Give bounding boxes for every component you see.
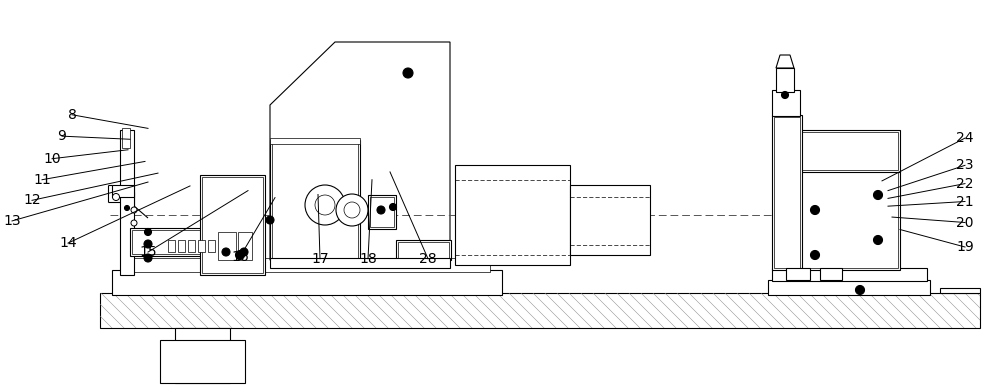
Circle shape — [403, 68, 413, 78]
Bar — [160, 340, 245, 383]
Circle shape — [390, 203, 396, 210]
Circle shape — [810, 205, 820, 214]
Circle shape — [236, 251, 244, 259]
Text: 18: 18 — [359, 252, 377, 266]
Circle shape — [144, 254, 152, 262]
Circle shape — [266, 216, 274, 224]
Bar — [370, 197, 394, 227]
Bar — [800, 170, 900, 270]
Text: 17: 17 — [311, 252, 329, 266]
Text: 12: 12 — [23, 193, 41, 207]
Bar — [202, 177, 263, 273]
Circle shape — [344, 202, 360, 218]
Bar — [802, 172, 898, 268]
Bar — [208, 240, 215, 252]
Circle shape — [131, 220, 137, 226]
Circle shape — [305, 185, 345, 225]
Bar — [396, 240, 451, 260]
Bar — [132, 230, 202, 254]
Circle shape — [124, 205, 130, 210]
Circle shape — [144, 228, 152, 235]
Text: 8: 8 — [68, 108, 76, 122]
Text: 19: 19 — [956, 240, 974, 254]
Bar — [802, 132, 898, 170]
Bar — [112, 185, 134, 197]
Bar — [270, 138, 360, 144]
Bar — [940, 288, 980, 293]
Text: 22: 22 — [956, 177, 974, 191]
Circle shape — [377, 206, 385, 214]
Circle shape — [222, 248, 230, 256]
Bar — [786, 268, 810, 280]
Bar — [238, 232, 252, 260]
Bar — [772, 90, 800, 116]
Text: 14: 14 — [59, 236, 77, 250]
Bar — [130, 228, 205, 256]
Bar — [200, 175, 265, 275]
Text: 15: 15 — [139, 245, 157, 259]
Circle shape — [240, 248, 248, 256]
Bar — [218, 232, 236, 260]
Circle shape — [782, 91, 788, 98]
Bar — [398, 242, 449, 258]
Circle shape — [144, 240, 152, 248]
Circle shape — [874, 235, 883, 245]
Bar — [455, 165, 570, 265]
Bar — [198, 240, 205, 252]
Circle shape — [315, 195, 335, 215]
Polygon shape — [776, 55, 794, 68]
Bar — [188, 240, 195, 252]
Text: 23: 23 — [956, 158, 974, 172]
Text: 21: 21 — [956, 194, 974, 209]
Bar — [570, 185, 650, 255]
Text: 20: 20 — [956, 216, 974, 230]
Bar — [112, 270, 502, 295]
Circle shape — [856, 286, 864, 294]
Bar — [175, 328, 230, 383]
Bar — [772, 268, 927, 281]
Bar — [272, 142, 358, 258]
Text: 13: 13 — [3, 214, 21, 228]
Text: 28: 28 — [419, 252, 437, 266]
Bar — [800, 130, 900, 172]
Bar — [100, 293, 980, 328]
Bar — [776, 68, 794, 92]
Bar — [774, 117, 800, 268]
Circle shape — [874, 191, 883, 200]
Bar — [130, 258, 490, 272]
Bar — [120, 130, 134, 275]
Polygon shape — [270, 42, 450, 260]
Circle shape — [810, 251, 820, 259]
Bar — [122, 128, 130, 148]
Circle shape — [336, 194, 368, 226]
Text: 24: 24 — [956, 131, 974, 145]
Text: 10: 10 — [43, 152, 61, 166]
Bar — [270, 258, 450, 268]
Circle shape — [112, 193, 120, 200]
Text: 9: 9 — [58, 129, 66, 143]
Circle shape — [131, 207, 137, 213]
Text: 16: 16 — [231, 250, 249, 264]
Bar — [168, 240, 175, 252]
Bar — [772, 115, 802, 270]
Bar — [270, 140, 360, 260]
Bar — [368, 195, 396, 229]
Bar — [768, 280, 930, 295]
Bar — [178, 240, 185, 252]
Bar — [820, 268, 842, 280]
Text: 11: 11 — [33, 173, 51, 187]
